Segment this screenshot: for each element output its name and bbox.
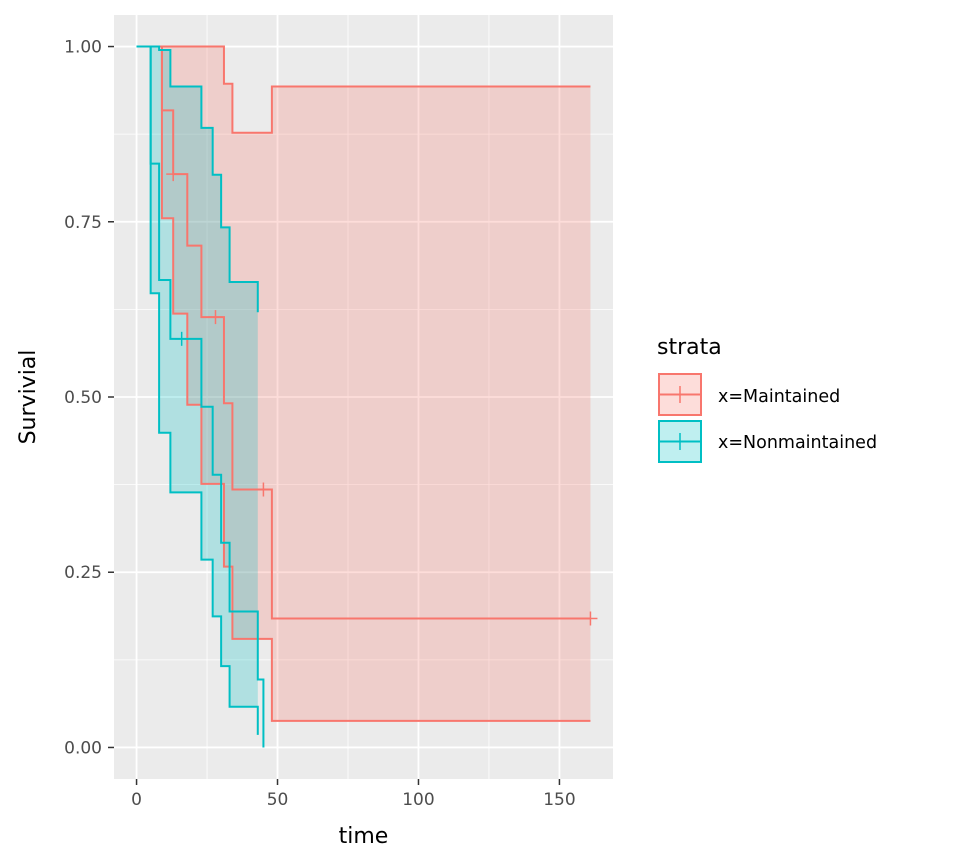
legend-key-maintained: x=Maintained — [658, 373, 840, 416]
confidence-band-maintained — [136, 46, 591, 721]
x-axis-title: time — [339, 824, 389, 849]
y-tick-label: 0.50 — [64, 388, 102, 408]
x-tick-label: 100 — [402, 790, 434, 810]
legend-title: strata — [657, 335, 722, 360]
axes: 0 50 100 150 0.00 0.25 0.50 0.75 1.00 — [64, 38, 576, 810]
legend-label-maintained: x=Maintained — [718, 387, 840, 407]
legend: strata x=Maintained x=Nonmaintained — [657, 335, 877, 463]
survival-line-maintained — [136, 45, 591, 620]
grid-lines — [114, 15, 613, 779]
y-tick-label: 1.00 — [64, 38, 102, 58]
lower-ci-line-maintained — [136, 45, 591, 722]
y-axis-title: Survivial — [16, 350, 41, 445]
survival-line-nonmaintained — [136, 45, 265, 748]
survival-lines — [136, 45, 591, 748]
lower-ci-line-nonmaintained — [136, 45, 259, 735]
x-tick-label: 50 — [267, 790, 289, 810]
y-tick-label: 0.25 — [64, 563, 102, 583]
y-tick-label: 0.75 — [64, 213, 102, 233]
legend-label-nonmaintained: x=Nonmaintained — [718, 433, 877, 453]
x-tick-label: 0 — [131, 790, 142, 810]
y-tick-label: 0.00 — [64, 738, 102, 758]
upper-ci-line-nonmaintained — [136, 45, 259, 313]
x-tick-label: 150 — [543, 790, 575, 810]
upper-ci-line-maintained — [136, 45, 591, 134]
legend-key-nonmaintained: x=Nonmaintained — [658, 420, 877, 463]
censor-marks — [166, 167, 598, 626]
